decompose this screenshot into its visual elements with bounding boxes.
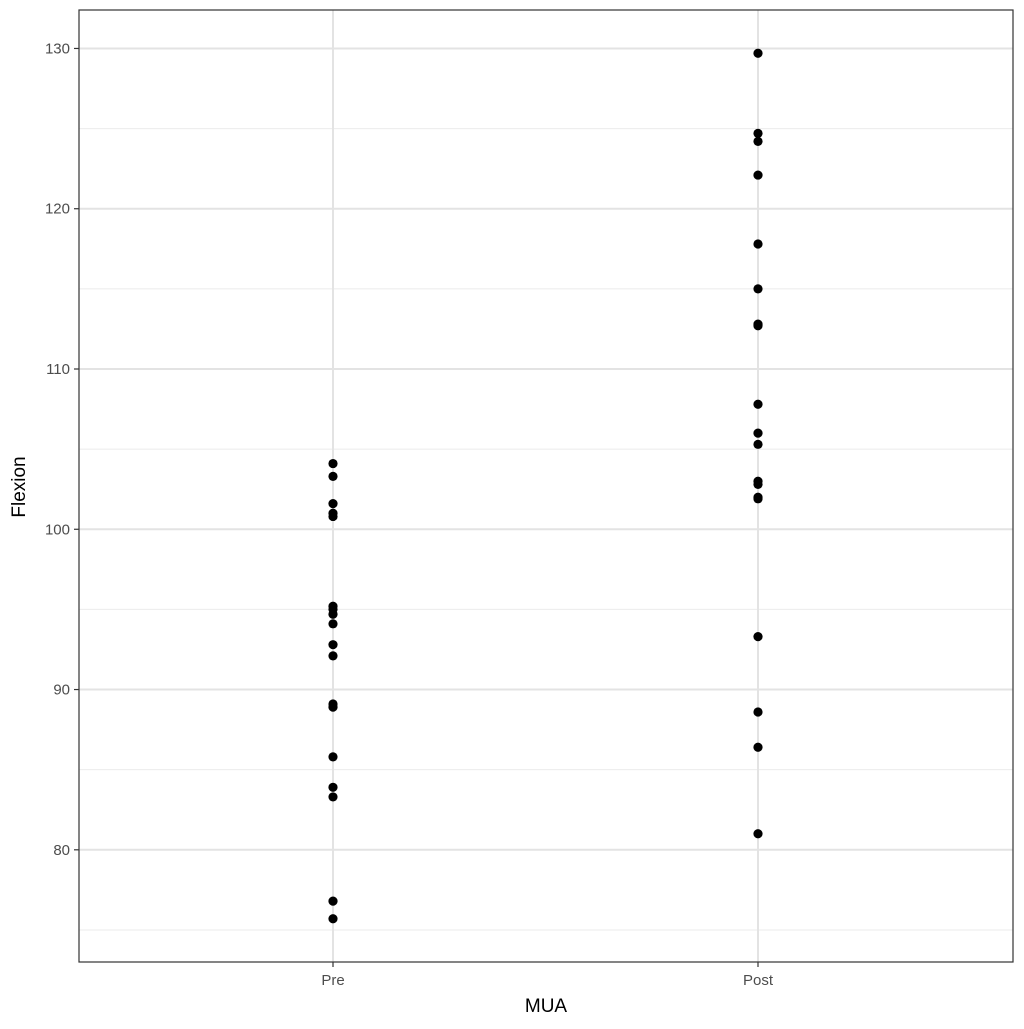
data-point-pre	[328, 511, 338, 522]
data-point-pre	[328, 752, 338, 762]
data-point-pre	[328, 792, 338, 802]
y-tick-label: 110	[46, 361, 70, 378]
gridlines	[79, 10, 1013, 962]
data-point-pre	[328, 640, 338, 650]
data-point-post	[753, 136, 763, 147]
x-axis-title: MUA	[525, 996, 568, 1017]
y-axis-title: Flexion	[9, 456, 30, 517]
data-point-post	[753, 128, 763, 139]
data-point-post	[753, 707, 763, 717]
data-point-post	[753, 479, 763, 489]
data-point-pre	[328, 471, 338, 481]
data-point-post	[753, 494, 763, 504]
data-point-post	[753, 239, 763, 249]
data-point-post	[753, 829, 763, 839]
x-tick-label: Pre	[321, 972, 344, 989]
data-point-pre	[328, 702, 338, 712]
data-point-post	[753, 632, 763, 642]
data-point-pre	[328, 896, 338, 906]
axis-ticks: 80 90 100 110 120 130 Pre Post	[45, 40, 774, 989]
y-tick-label: 100	[45, 521, 70, 538]
data-point-post	[753, 399, 763, 409]
data-point-pre	[328, 651, 338, 661]
data-point-pre	[328, 914, 338, 924]
data-point-post	[753, 48, 763, 58]
x-tick-label: Post	[743, 972, 774, 989]
data-point-pre	[328, 499, 338, 509]
y-tick-label: 80	[53, 842, 70, 859]
y-tick-label: 130	[45, 40, 70, 57]
panel-border	[78, 9, 1014, 963]
y-tick-label: 120	[45, 201, 70, 218]
y-tick-label: 90	[53, 682, 70, 699]
data-point-post	[753, 170, 763, 180]
data-point-post	[753, 284, 763, 294]
data-point-pre	[328, 609, 338, 619]
data-point-pre	[328, 782, 338, 792]
data-point-pre	[328, 619, 338, 629]
data-point-post	[753, 742, 763, 752]
data-point-post	[753, 439, 763, 449]
data-point-post	[753, 428, 763, 438]
data-point-pre	[328, 458, 338, 469]
data-point-post	[753, 321, 763, 331]
data-points	[328, 48, 763, 924]
